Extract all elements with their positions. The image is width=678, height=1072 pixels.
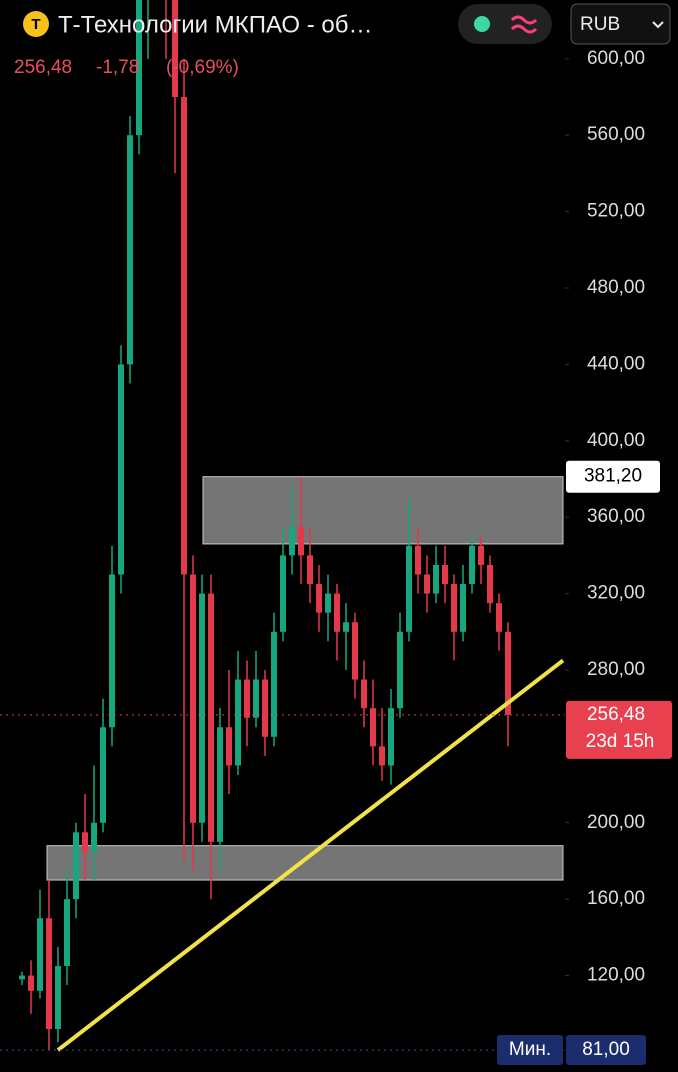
candle-body — [73, 832, 79, 900]
candle-body — [100, 727, 106, 823]
candle-body — [37, 918, 43, 991]
candle-body — [235, 679, 241, 766]
y-tick-label: 520,00 — [587, 201, 645, 222]
candle-body — [136, 0, 142, 136]
candle-body — [271, 631, 277, 737]
y-tick-label: 400,00 — [587, 430, 645, 451]
candle-body — [334, 593, 340, 632]
candle-body — [478, 545, 484, 565]
candle-body — [496, 603, 502, 632]
indicator-toggle[interactable] — [458, 4, 552, 44]
change: -1,78 — [96, 57, 139, 78]
price-box — [566, 700, 672, 759]
candle-body — [370, 708, 376, 747]
candle-body — [64, 899, 70, 967]
candle-body — [325, 593, 331, 613]
y-tick-label: 280,00 — [587, 659, 645, 680]
candle-body — [226, 727, 232, 766]
y-tick-label: 360,00 — [587, 506, 645, 527]
candle-body — [91, 822, 97, 852]
logo-letter: T — [31, 16, 40, 33]
chart-title: Т-Технологии МКПАО - об… — [58, 11, 373, 38]
candle-body — [190, 574, 196, 823]
status-dot — [474, 16, 490, 32]
minimum-box — [566, 1035, 646, 1066]
candle-body — [298, 526, 304, 556]
zone-label-box — [566, 460, 660, 493]
candle-body — [442, 564, 448, 585]
minimum-caption: Мин. — [509, 1039, 551, 1060]
candle-body — [280, 555, 286, 632]
candle-body — [127, 135, 133, 365]
y-tick-label: 320,00 — [587, 583, 645, 604]
candle-body — [208, 593, 214, 842]
last-price: 256,48 — [14, 57, 72, 78]
candle-body — [460, 584, 466, 632]
zone — [202, 476, 564, 545]
minimum-caption-box — [497, 1035, 563, 1066]
candle-body — [406, 545, 412, 632]
candle-body — [181, 97, 187, 575]
dropdown-arrow — [652, 21, 664, 29]
candle-body — [415, 545, 421, 575]
minimum-label: 81,00 — [582, 1039, 630, 1060]
y-tick-label: 480,00 — [587, 277, 645, 298]
candle-body — [82, 832, 88, 852]
y-tick-label: 160,00 — [587, 888, 645, 909]
candle-body — [397, 631, 403, 709]
candle-body — [118, 364, 124, 575]
candle-body — [172, 0, 178, 98]
candle-body — [433, 564, 439, 594]
candle-body — [307, 555, 313, 585]
y-tick-label: 560,00 — [587, 124, 645, 145]
candle-body — [244, 679, 250, 718]
currency-select[interactable] — [570, 3, 671, 45]
candle-body — [451, 584, 457, 632]
trend-line — [56, 658, 565, 1052]
candle-body — [199, 593, 205, 823]
zone-label: 381,20 — [584, 466, 642, 487]
candle-body — [19, 975, 25, 980]
candle-body — [469, 545, 475, 585]
candle-body — [424, 574, 430, 594]
currency: RUB — [580, 14, 620, 35]
candle-body — [505, 631, 511, 715]
candle-body — [217, 727, 223, 842]
y-tick-label: 440,00 — [587, 353, 645, 374]
candle-body — [316, 584, 322, 613]
candle-body — [46, 918, 52, 1030]
candle-body — [289, 526, 295, 556]
candle-body — [487, 564, 493, 604]
candle-body — [253, 679, 259, 718]
candle-body — [361, 679, 367, 709]
candle-body — [262, 679, 268, 737]
candle-body — [388, 708, 394, 766]
y-tick-label: 600,00 — [587, 48, 645, 69]
timer-label: 23d 15h — [586, 731, 655, 752]
logo — [23, 11, 49, 37]
price-label: 256,48 — [587, 704, 645, 725]
candle-body — [352, 622, 358, 680]
change-percent: (-0,69%) — [166, 57, 239, 78]
wave-icon — [510, 15, 538, 34]
candle-body — [109, 574, 115, 728]
candle-body — [379, 746, 385, 766]
candle-body — [343, 622, 349, 632]
y-tick-label: 200,00 — [587, 812, 645, 833]
candle-body — [28, 975, 34, 991]
y-tick-label: 120,00 — [587, 965, 645, 986]
zone — [46, 845, 564, 881]
candle-body — [55, 966, 61, 1030]
